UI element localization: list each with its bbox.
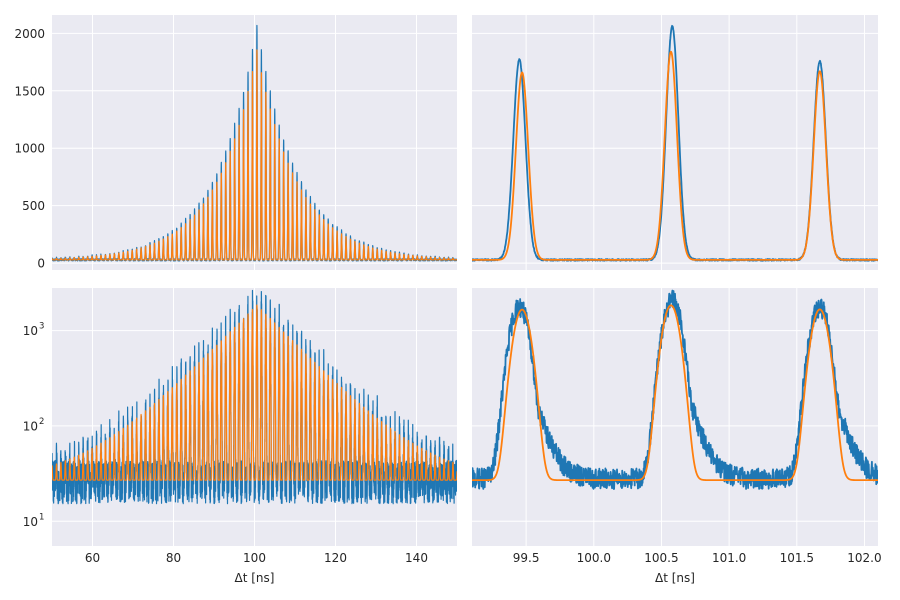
x-tick-label: 100 xyxy=(243,551,266,565)
x-tick-label: 102.0 xyxy=(847,551,881,565)
series-line-fit xyxy=(472,304,878,482)
axes-top-right xyxy=(472,15,878,270)
x-tick-label: 100.0 xyxy=(577,551,611,565)
x-tick-label: 140 xyxy=(405,551,428,565)
y-tick-label: 2000 xyxy=(14,27,45,41)
y-tick-label: 0 xyxy=(37,257,45,271)
y-tick-label: 10 xyxy=(23,324,38,338)
y-tick-exponent: 2 xyxy=(39,417,44,427)
series-line-fit xyxy=(52,304,457,481)
y-tick-label: 1000 xyxy=(14,142,45,156)
y-tick-label: 500 xyxy=(22,199,45,213)
x-tick-label: 100.5 xyxy=(644,551,678,565)
series-line-fit xyxy=(472,50,878,261)
series-line-fit xyxy=(52,49,457,261)
y-tick-label: 10 xyxy=(23,419,38,433)
y-tick-exponent: 1 xyxy=(39,512,44,522)
x-axis-label: Δt [ns] xyxy=(655,571,695,585)
x-tick-label: 101.0 xyxy=(712,551,746,565)
x-tick-label: 120 xyxy=(324,551,347,565)
x-tick-label: 99.5 xyxy=(513,551,540,565)
x-axis-label: Δt [ns] xyxy=(235,571,275,585)
x-tick-label: 101.5 xyxy=(780,551,814,565)
y-tick-label: 10 xyxy=(23,515,38,529)
y-tick-exponent: 3 xyxy=(39,322,44,332)
y-tick-label: 1500 xyxy=(14,84,45,98)
axes-top-left: 0 500 1000 1500 2000 xyxy=(14,15,457,271)
axes-background xyxy=(472,288,878,546)
axes-bottom-right: 99.5 100.0 100.5 101.0 101.5 102.0 Δt [ns] xyxy=(472,288,882,585)
x-tick-label: 60 xyxy=(85,551,100,565)
x-tick-label: 80 xyxy=(166,551,181,565)
